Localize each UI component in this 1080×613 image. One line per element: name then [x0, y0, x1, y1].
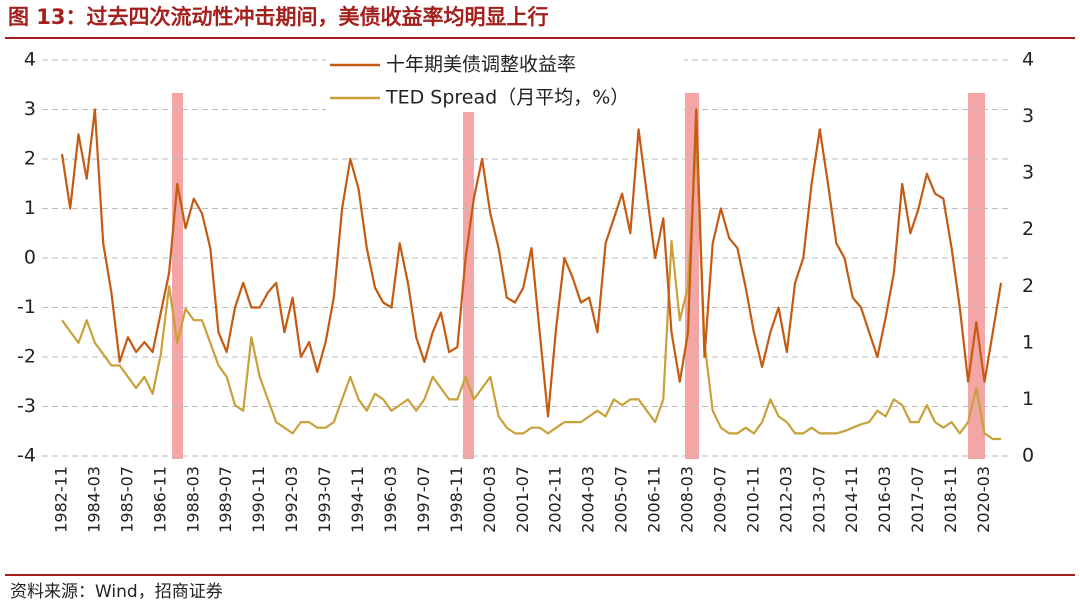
shock-band — [463, 93, 474, 459]
x-tick-label: 1989-07 — [216, 466, 235, 533]
chart-title: 图 13：过去四次流动性冲击期间，美债收益率均明显上行 — [8, 5, 549, 29]
x-tick-label: 1988-03 — [183, 466, 202, 533]
x-tick-label: 2014-11 — [842, 466, 861, 533]
y-tick-label: -2 — [17, 346, 36, 368]
y2-tick-label: 1 — [1022, 388, 1034, 410]
y-tick-label: 2 — [24, 148, 36, 170]
shock-band — [172, 93, 183, 459]
x-tick-label: 1986-11 — [150, 466, 169, 533]
x-tick-label: 2006-11 — [645, 466, 664, 533]
y2-tick-label: 0 — [1022, 445, 1034, 467]
x-tick-label: 2020-03 — [974, 466, 993, 533]
x-tick-label: 1998-11 — [447, 466, 466, 533]
y2-tick-label: 4 — [1022, 49, 1034, 71]
x-tick-label: 2017-07 — [908, 466, 927, 533]
series-line — [60, 108, 1003, 418]
x-tick-label: 1982-11 — [52, 466, 71, 533]
x-tick-label: 2008-03 — [678, 466, 697, 533]
x-tick-label: 1985-07 — [117, 466, 136, 533]
x-tick-label: 1996-03 — [381, 466, 400, 533]
y2-tick-label: 2 — [1022, 275, 1034, 297]
x-tick-label: 2005-07 — [612, 466, 631, 533]
x-tick-label: 2010-11 — [743, 466, 762, 533]
x-tick-label: 2002-11 — [546, 466, 565, 533]
x-tick-label: 1993-07 — [315, 466, 334, 533]
x-tick-label: 2000-03 — [480, 466, 499, 533]
legend-label: 十年期美债调整收益率 — [386, 54, 576, 76]
y-tick-label: -4 — [17, 445, 36, 467]
x-tick-label: 1990-11 — [249, 466, 268, 533]
y-tick-label: -1 — [17, 296, 36, 318]
x-tick-label: 1997-07 — [414, 466, 433, 533]
source-note: 资料来源：Wind，招商证券 — [10, 582, 223, 602]
y2-tick-label: 2 — [1022, 218, 1034, 240]
shock-band — [968, 93, 985, 459]
x-tick-label: 1984-03 — [84, 466, 103, 533]
x-tick-label: 2009-07 — [710, 466, 729, 533]
x-tick-label: 2018-11 — [941, 466, 960, 533]
x-tick-label: 1994-11 — [348, 466, 367, 533]
y2-tick-label: 3 — [1022, 105, 1034, 127]
x-tick-label: 2016-03 — [875, 466, 894, 533]
legend-bg — [326, 51, 684, 79]
series-line — [61, 138, 1001, 441]
y2-tick-label: 3 — [1022, 162, 1034, 184]
legend-bg — [326, 84, 684, 112]
x-tick-label: 2001-07 — [513, 466, 532, 533]
x-tick-label: 1992-03 — [282, 466, 301, 533]
shock-band — [685, 93, 699, 459]
x-tick-label: 2013-07 — [809, 466, 828, 533]
y-tick-label: 3 — [24, 98, 36, 120]
y-tick-label: -3 — [17, 395, 36, 417]
y-tick-label: 1 — [24, 197, 36, 219]
y-tick-label: 0 — [24, 247, 36, 269]
y2-tick-label: 1 — [1022, 331, 1034, 353]
x-tick-label: 2004-03 — [579, 466, 598, 533]
legend-label: TED Spread（月平均，%） — [385, 87, 629, 109]
y-tick-label: 4 — [24, 49, 36, 71]
x-tick-label: 2012-03 — [776, 466, 795, 533]
